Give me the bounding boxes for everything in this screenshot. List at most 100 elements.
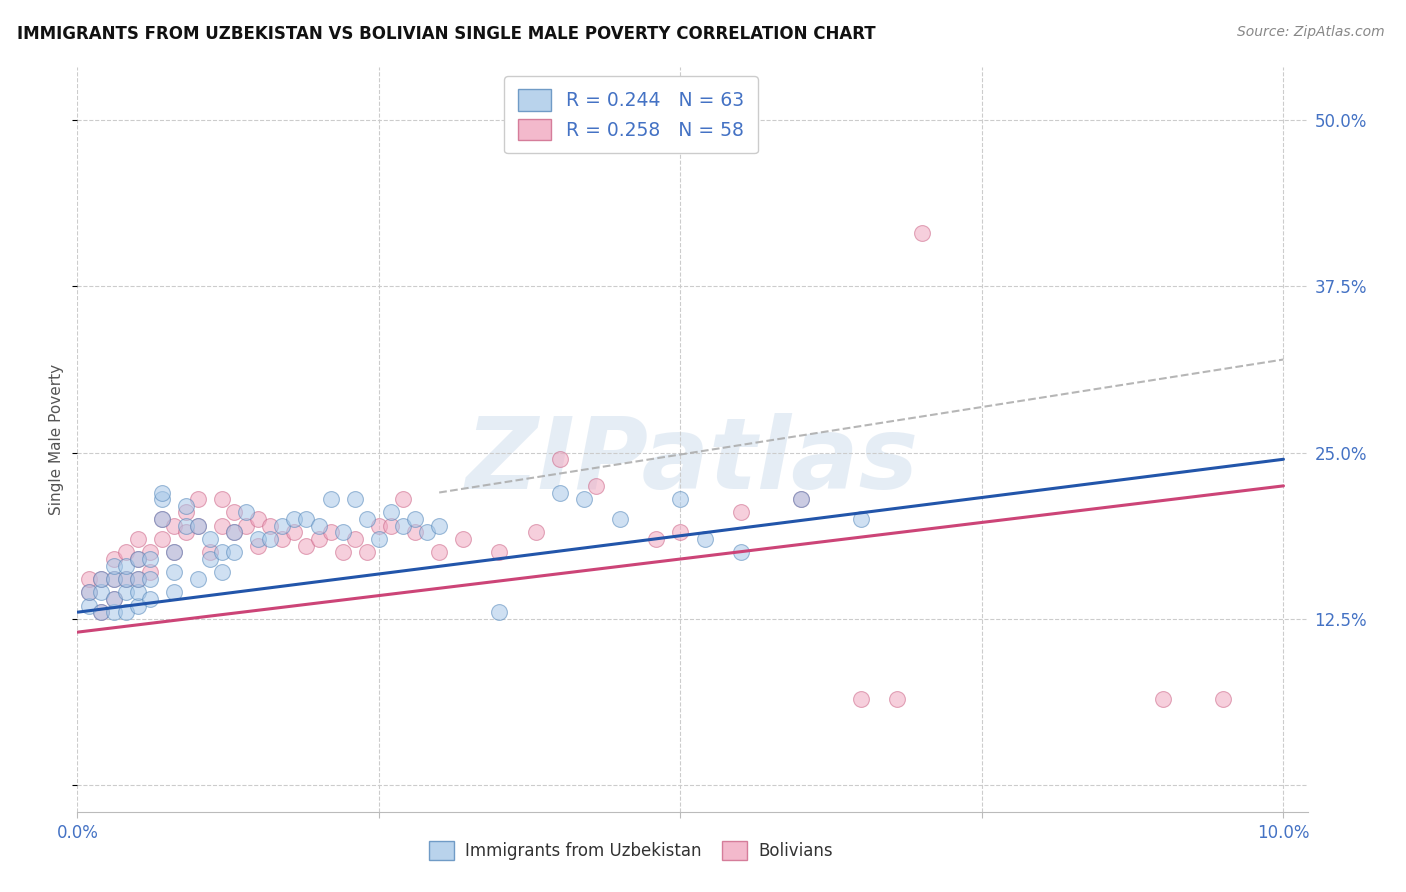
- Point: [295, 539, 318, 553]
- Point: [524, 525, 547, 540]
- Point: [138, 545, 160, 559]
- Point: [90, 572, 112, 586]
- Point: [198, 552, 221, 566]
- Point: [247, 539, 270, 553]
- Point: [453, 532, 475, 546]
- Point: [138, 566, 160, 580]
- Point: [669, 492, 692, 507]
- Point: [367, 532, 389, 546]
- Point: [127, 532, 149, 546]
- Point: [187, 492, 209, 507]
- Point: [114, 572, 136, 586]
- Point: [198, 545, 221, 559]
- Point: [138, 552, 160, 566]
- Point: [103, 572, 125, 586]
- Point: [150, 485, 173, 500]
- Point: [174, 525, 197, 540]
- Legend: Immigrants from Uzbekistan, Bolivians: Immigrants from Uzbekistan, Bolivians: [422, 835, 839, 867]
- Point: [851, 512, 873, 526]
- Point: [163, 518, 186, 533]
- Point: [90, 585, 112, 599]
- Point: [271, 518, 294, 533]
- Point: [163, 545, 186, 559]
- Point: [404, 525, 426, 540]
- Point: [572, 492, 595, 507]
- Point: [224, 545, 246, 559]
- Point: [332, 525, 354, 540]
- Text: Source: ZipAtlas.com: Source: ZipAtlas.com: [1237, 25, 1385, 39]
- Point: [332, 545, 354, 559]
- Point: [404, 512, 426, 526]
- Point: [548, 485, 571, 500]
- Point: [127, 572, 149, 586]
- Point: [198, 532, 221, 546]
- Point: [693, 532, 716, 546]
- Point: [224, 525, 246, 540]
- Point: [114, 605, 136, 619]
- Point: [127, 552, 149, 566]
- Point: [1212, 691, 1234, 706]
- Point: [283, 525, 305, 540]
- Point: [259, 532, 281, 546]
- Point: [211, 545, 233, 559]
- Point: [343, 492, 366, 507]
- Point: [211, 566, 233, 580]
- Point: [79, 585, 101, 599]
- Point: [910, 226, 932, 240]
- Point: [90, 605, 112, 619]
- Point: [103, 572, 125, 586]
- Point: [187, 518, 209, 533]
- Point: [103, 558, 125, 573]
- Point: [174, 506, 197, 520]
- Point: [127, 552, 149, 566]
- Point: [851, 691, 873, 706]
- Point: [163, 545, 186, 559]
- Point: [271, 532, 294, 546]
- Point: [150, 492, 173, 507]
- Point: [730, 545, 752, 559]
- Point: [224, 506, 246, 520]
- Point: [103, 591, 125, 606]
- Point: [427, 545, 450, 559]
- Point: [247, 532, 270, 546]
- Point: [669, 525, 692, 540]
- Point: [308, 518, 330, 533]
- Point: [730, 506, 752, 520]
- Point: [235, 518, 257, 533]
- Point: [127, 585, 149, 599]
- Point: [90, 605, 112, 619]
- Point: [319, 492, 342, 507]
- Point: [367, 518, 389, 533]
- Point: [427, 518, 450, 533]
- Point: [259, 518, 281, 533]
- Point: [103, 552, 125, 566]
- Point: [380, 518, 402, 533]
- Point: [187, 518, 209, 533]
- Point: [127, 599, 149, 613]
- Point: [356, 512, 378, 526]
- Point: [163, 566, 186, 580]
- Point: [790, 492, 813, 507]
- Point: [150, 512, 173, 526]
- Point: [886, 691, 908, 706]
- Point: [356, 545, 378, 559]
- Point: [308, 532, 330, 546]
- Point: [392, 518, 415, 533]
- Point: [79, 585, 101, 599]
- Point: [283, 512, 305, 526]
- Point: [1152, 691, 1174, 706]
- Point: [114, 558, 136, 573]
- Point: [138, 591, 160, 606]
- Point: [90, 572, 112, 586]
- Point: [187, 572, 209, 586]
- Point: [174, 499, 197, 513]
- Point: [103, 605, 125, 619]
- Point: [150, 512, 173, 526]
- Point: [235, 506, 257, 520]
- Point: [585, 479, 607, 493]
- Point: [645, 532, 668, 546]
- Point: [103, 591, 125, 606]
- Point: [211, 492, 233, 507]
- Point: [211, 518, 233, 533]
- Point: [488, 605, 510, 619]
